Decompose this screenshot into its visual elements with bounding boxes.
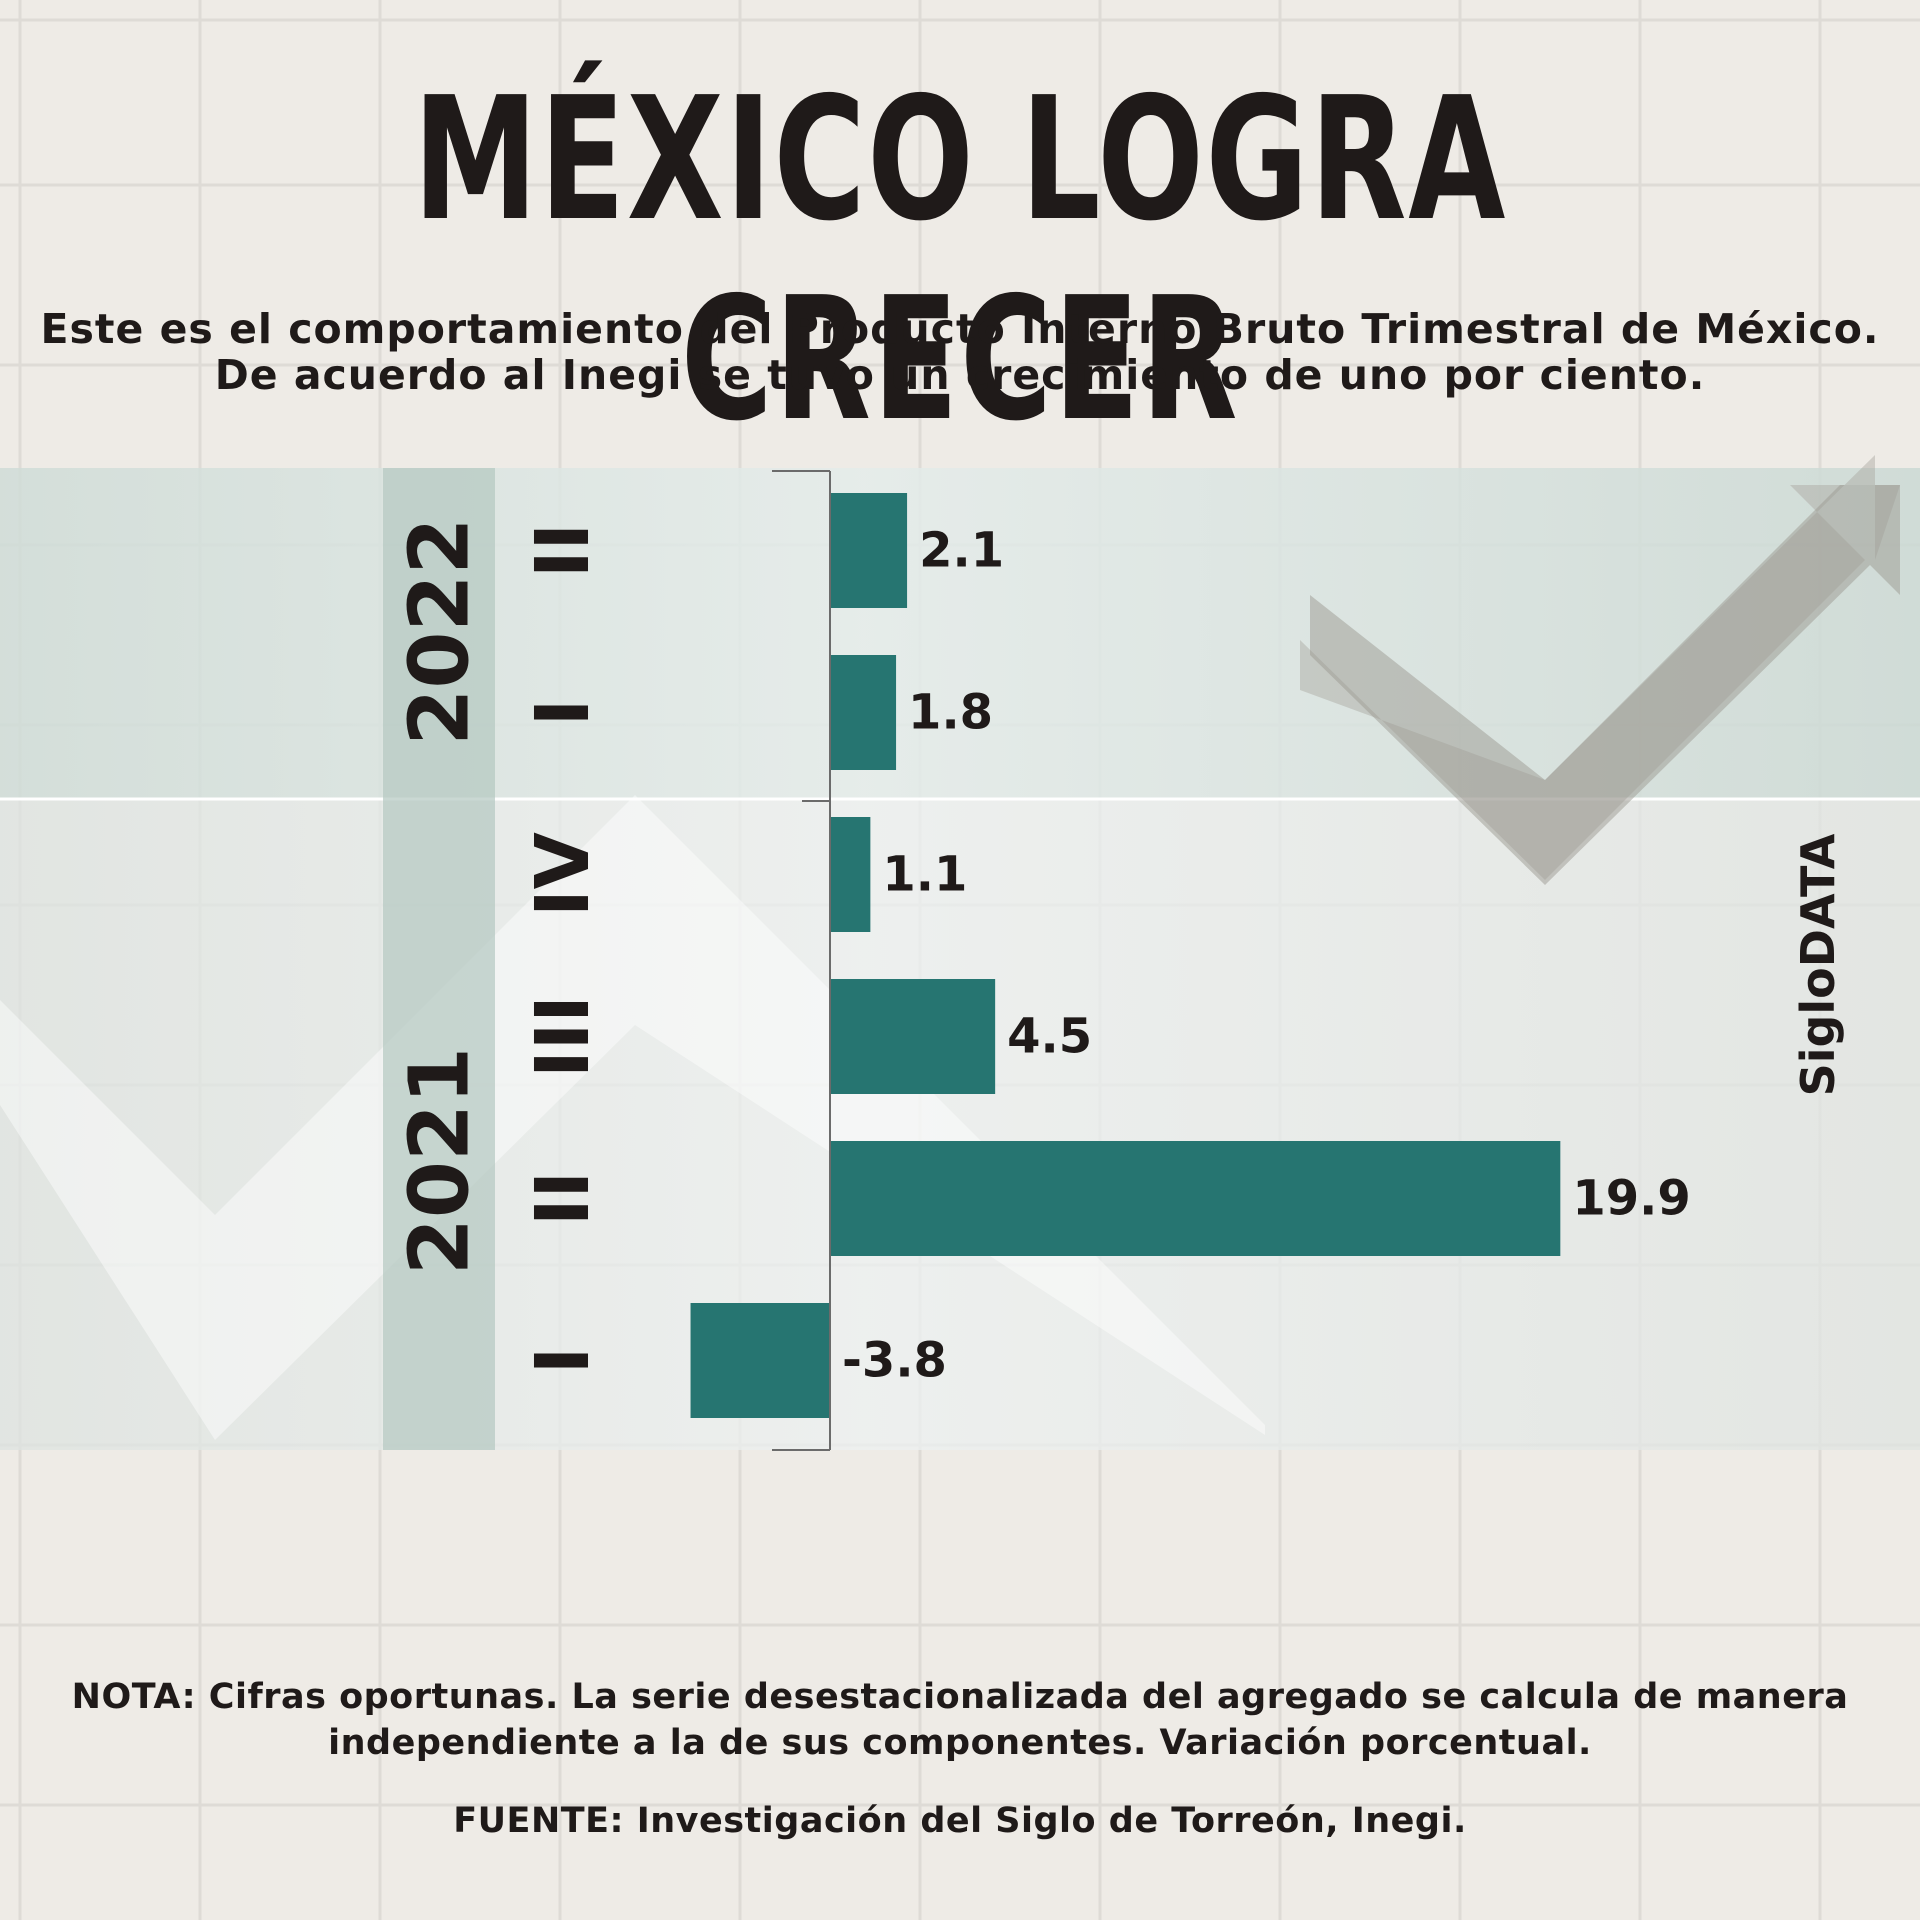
quarter-label: I [520, 1347, 606, 1375]
note: NOTA: Cifras oportunas. La serie desesta… [40, 1674, 1880, 1766]
subtitle: Este es el comportamiento del Producto I… [40, 306, 1880, 398]
bar-2021-III [830, 979, 996, 1094]
data-label: 1.8 [908, 685, 993, 741]
source: FUENTE: Investigación del Siglo de Torre… [453, 1801, 1467, 1841]
note-line-2: independiente a la de sus componentes. V… [328, 1723, 1592, 1763]
quarter-label: III [520, 995, 606, 1078]
data-label: -3.8 [842, 1333, 947, 1389]
year-band [383, 468, 495, 1450]
quarter-label: IV [520, 832, 606, 917]
quarter-label: II [520, 523, 606, 578]
year-label: 2022 [393, 517, 488, 745]
bar-2021-IV [830, 817, 871, 932]
data-label: 2.1 [919, 523, 1004, 579]
trend-arrow-head [1310, 485, 1900, 885]
bar-2022-I [830, 655, 897, 770]
subtitle-line-1: Este es el comportamiento del Producto I… [40, 305, 1880, 353]
data-label: 19.9 [1572, 1171, 1690, 1227]
year-label: 2021 [393, 1047, 488, 1275]
data-label: 4.5 [1007, 1009, 1092, 1065]
brand-text: SigloDATA [1791, 833, 1845, 1097]
bar-2021-I [690, 1303, 830, 1418]
data-label: 1.1 [882, 847, 967, 903]
band-2021 [0, 800, 1920, 1450]
bar-2022-II [830, 493, 908, 608]
quarter-label: I [520, 699, 606, 727]
page-title: MÉXICO LOGRA CRECER [413, 61, 1507, 459]
subtitle-line-2: De acuerdo al Inegi se tuvo un crecimien… [214, 351, 1706, 399]
quarter-label: II [520, 1171, 606, 1226]
note-line-1: NOTA: Cifras oportunas. La serie desesta… [71, 1677, 1849, 1717]
bar-2021-II [830, 1141, 1561, 1256]
background-arrow [0, 795, 1265, 1440]
